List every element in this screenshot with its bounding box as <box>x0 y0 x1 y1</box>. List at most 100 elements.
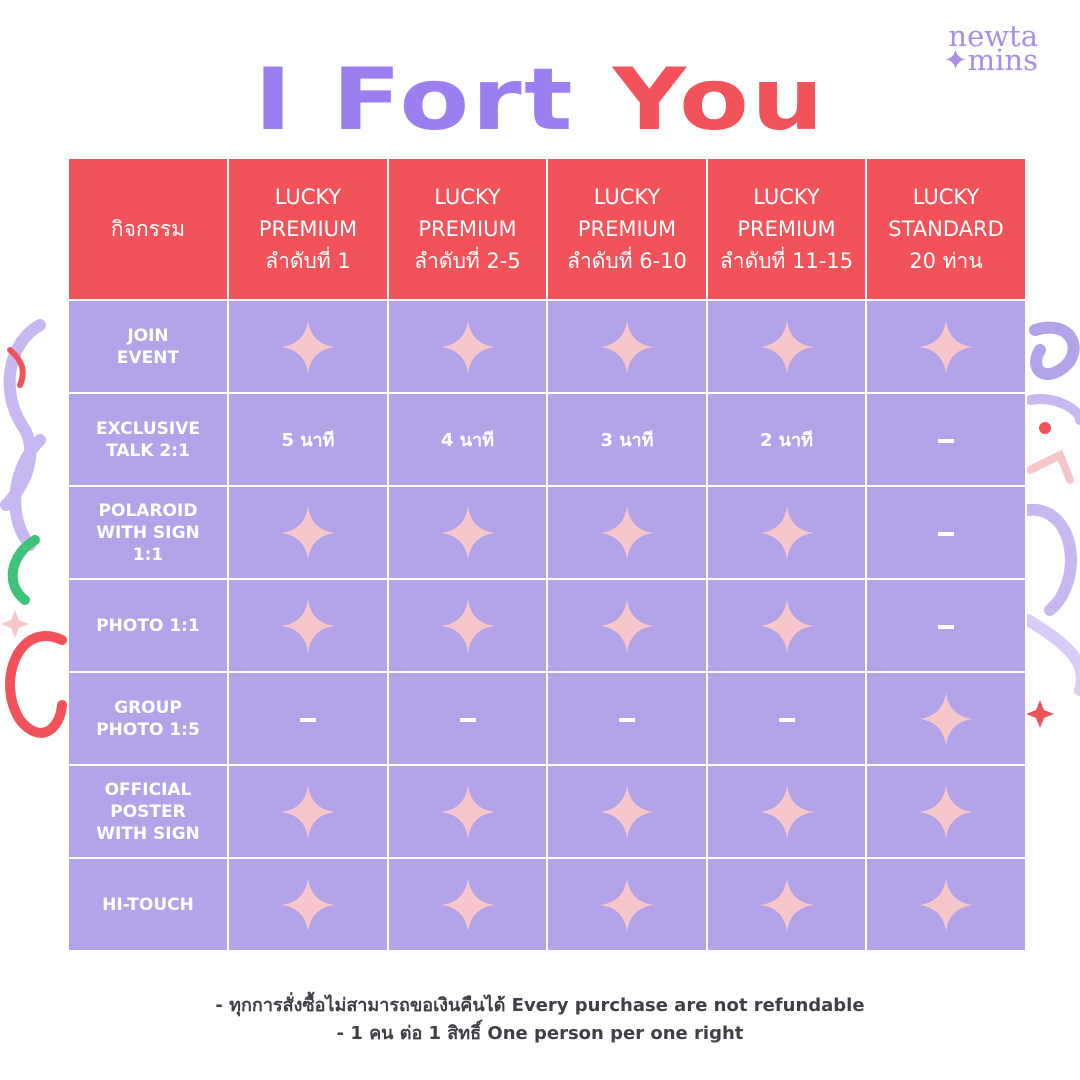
package-table: กิจกรรม LUCKY PREMIUM ลำดับที่ 1 LUCKY P… <box>67 157 1027 952</box>
table-cell <box>706 671 867 766</box>
table-row: POLAROID WITH SIGN 1:1 <box>67 485 1027 580</box>
header-line: LUCKY <box>753 185 820 209</box>
sparkle-icon <box>599 598 655 653</box>
cell-value: 4 นาที <box>440 430 495 451</box>
dash-icon <box>778 717 795 722</box>
table-cell: 3 นาที <box>546 392 708 487</box>
header-line: PREMIUM <box>577 217 677 241</box>
cell-value: 3 นาที <box>600 430 654 451</box>
activity-label-line: PHOTO 1:5 <box>96 719 200 740</box>
table-cell <box>865 299 1027 394</box>
table-cell <box>227 299 389 394</box>
table-cell <box>706 578 867 673</box>
table-cell <box>706 857 867 952</box>
sparkle-icon <box>440 505 495 560</box>
dash-icon <box>300 717 316 722</box>
activity-label: GROUP PHOTO 1:5 <box>67 671 229 766</box>
header-line: ลำดับที่ 6-10 <box>567 249 687 273</box>
sparkle-icon <box>599 784 655 839</box>
activity-label-line: WITH SIGN <box>96 823 200 844</box>
table-cell <box>706 764 867 859</box>
table-row: PHOTO 1:1 <box>67 578 1027 673</box>
table-cell <box>227 671 389 766</box>
table-cell <box>546 857 708 952</box>
header-tier: LUCKY PREMIUM ลำดับที่ 1 <box>227 157 389 301</box>
footnote-line: - ทุกการสั่งซื้อไม่สามารถขอเงินคืนได้ Ev… <box>215 995 865 1016</box>
sparkle-icon <box>440 877 495 932</box>
header-tier: LUCKY PREMIUM ลำดับที่ 6-10 <box>546 157 708 301</box>
sparkle-icon <box>280 784 336 839</box>
table-cell <box>387 857 548 952</box>
dash-icon <box>619 717 635 722</box>
table-cell <box>706 485 867 580</box>
table-header-row: กิจกรรม LUCKY PREMIUM ลำดับที่ 1 LUCKY P… <box>67 157 1027 301</box>
dash-icon <box>459 717 476 722</box>
table-cell <box>865 857 1027 952</box>
table-row: EXCLUSIVE TALK 2:1 5 นาที 4 นาที 3 นาที 2 นาท… <box>67 392 1027 487</box>
activity-label: PHOTO 1:1 <box>67 578 229 673</box>
logo-line-1: newta <box>948 19 1038 53</box>
sparkle-icon <box>759 319 814 374</box>
activity-label-line: PHOTO 1:1 <box>96 615 200 636</box>
table-cell <box>546 578 708 673</box>
sparkle-icon <box>759 505 814 560</box>
header-line: LUCKY <box>912 185 980 209</box>
sparkle-icon <box>759 784 814 839</box>
activity-label-line: OFFICIAL <box>104 779 192 800</box>
sparkle-icon <box>759 877 814 932</box>
title-word-2: You <box>612 50 826 150</box>
activity-label: JOIN EVENT <box>67 299 229 394</box>
table-row: GROUP PHOTO 1:5 <box>67 671 1027 766</box>
header-line: ลำดับที่ 1 <box>265 249 351 273</box>
header-line: LUCKY <box>274 185 342 209</box>
sparkle-icon <box>280 598 336 653</box>
header-line: PREMIUM <box>737 217 836 241</box>
activity-label-line: TALK 2:1 <box>106 440 190 461</box>
sparkle-icon <box>918 877 974 932</box>
activity-label-line: HI-TOUCH <box>102 894 194 915</box>
table-cell <box>227 764 389 859</box>
header-line: LUCKY <box>593 185 661 209</box>
header-tier: LUCKY PREMIUM ลำดับที่ 11-15 <box>706 157 867 301</box>
activity-label-line: EXCLUSIVE <box>96 418 200 439</box>
table-cell <box>227 485 389 580</box>
sparkle-icon <box>599 877 655 932</box>
sparkle-icon <box>440 598 495 653</box>
sparkle-icon <box>918 691 974 746</box>
table-cell <box>387 578 548 673</box>
title-word-1: I Fort <box>254 50 575 150</box>
activity-label-line: GROUP <box>114 697 182 718</box>
activity-label: OFFICIAL POSTER WITH SIGN <box>67 764 229 859</box>
activity-label: POLAROID WITH SIGN 1:1 <box>67 485 229 580</box>
activity-label-line: POLAROID <box>98 500 198 521</box>
dash-icon <box>938 438 954 443</box>
sparkle-icon <box>280 877 336 932</box>
activity-label-line: JOIN <box>127 325 169 346</box>
table-cell <box>546 671 708 766</box>
brand-logo: newta ✦mins <box>943 19 1038 77</box>
cell-value: 5 นาที <box>281 430 335 451</box>
sparkle-icon <box>440 319 495 374</box>
page-title: I Fort You <box>0 50 1080 150</box>
sparkle-icon <box>918 784 974 839</box>
table-cell <box>227 857 389 952</box>
header-line: PREMIUM <box>258 217 358 241</box>
header-line: ลำดับที่ 2-5 <box>414 249 521 273</box>
footnote-line: - 1 คน ต่อ 1 สิทธิ์ One person per one r… <box>336 1023 744 1044</box>
table-cell <box>387 299 548 394</box>
header-activity: กิจกรรม <box>67 157 229 301</box>
logo-line-2: ✦mins <box>943 43 1038 77</box>
table-cell <box>865 764 1027 859</box>
table-cell <box>546 485 708 580</box>
cell-value: 2 นาที <box>759 430 814 451</box>
table-cell <box>865 578 1027 673</box>
table-cell <box>387 485 548 580</box>
sparkle-icon <box>759 598 814 653</box>
sparkle-icon <box>440 784 495 839</box>
header-line: STANDARD <box>888 217 1004 241</box>
table-cell <box>387 764 548 859</box>
header-line: LUCKY <box>434 185 501 209</box>
header-line: 20 ท่าน <box>909 249 983 273</box>
header-tier: LUCKY PREMIUM ลำดับที่ 2-5 <box>387 157 548 301</box>
